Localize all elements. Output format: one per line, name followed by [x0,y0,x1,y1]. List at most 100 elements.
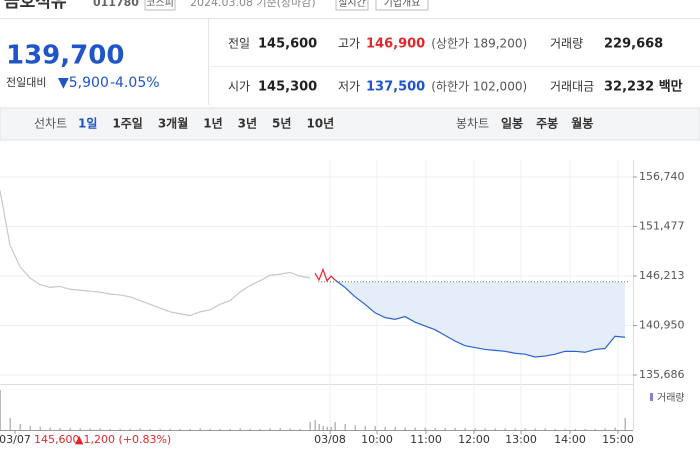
volume-bar [374,426,376,430]
y-tick-label: 146,213 [639,269,685,282]
volume-bar [199,428,201,430]
legend-swatch [650,393,653,401]
volume-bar [109,428,111,430]
stock-code: 011780 [93,0,139,9]
x-tick-label: 14:00 [554,433,586,446]
volume-bar [9,418,11,430]
toolbar-label: 봉차트 [456,117,489,131]
volume-bar [149,428,151,430]
x-tick-label: 10:00 [361,433,393,446]
volume-bar [364,426,366,430]
volume-bar [484,428,486,430]
x-tick-label: 13:00 [505,433,537,446]
y-tick-label: 151,477 [639,220,685,233]
volume-bar [524,428,526,430]
volume-bar [309,422,311,430]
price: 139,700 [6,41,124,71]
badge[interactable] [375,0,429,11]
volume-bar [354,425,356,430]
stat-label: 거래량 [550,37,583,51]
volume-bar [259,428,261,430]
period-tab[interactable]: 3년 [238,117,257,131]
price-line [334,279,626,358]
stock-name: 금호석유 [4,0,67,12]
y-tick-label: 140,950 [639,318,685,331]
volume-bar [330,426,332,430]
stat-note: (상한가 189,200) [431,37,527,51]
volume-bar [139,428,141,430]
period-tab[interactable]: 1년 [203,117,222,131]
volume-bar [179,428,181,430]
volume-bar [318,424,320,430]
volume-bar [69,428,71,430]
volume-bar [159,428,161,430]
volume-bar [322,426,324,430]
period-tab[interactable]: 5년 [272,117,291,131]
volume-bar [19,424,21,430]
volume-bar [344,424,346,430]
change: ▼5,900 [58,75,109,91]
volume-bar [209,428,211,430]
stat-note: (하한가 102,000) [431,80,527,94]
stat-label: 시가 [228,80,250,94]
company-button[interactable]: 기업개요 [384,0,421,9]
volume-bar [554,428,556,430]
y-tick-label: 156,740 [639,170,685,183]
x-tick-label: 12:00 [458,433,490,446]
volume-bar [79,428,81,430]
badge[interactable] [335,0,369,11]
volume-bar [169,428,171,430]
y-tick-label: 135,686 [639,368,685,381]
stat-label: 저가 [338,80,360,94]
footnote-price: 145,600 [34,433,80,446]
stat-label: 전일 [228,37,250,51]
period-tab[interactable]: 1일 [78,117,97,131]
volume-bar [474,428,476,430]
volume-bar [434,428,436,430]
period-tab[interactable]: 3개월 [158,116,188,131]
price-line [0,190,311,317]
volume-bar [514,428,516,430]
realtime-button[interactable]: 실시간 [338,0,366,9]
volume-bar [404,427,406,430]
volume-bar [624,418,626,430]
volume-bar [604,428,606,430]
stat-value: 32,232 백만 [604,79,683,95]
volume-bar [29,426,31,430]
period-tab[interactable]: 주봉 [536,117,558,131]
volume-bar [314,420,316,430]
x-tick-label: 11:00 [410,433,442,446]
x-tick-label: 03/08 [314,433,346,446]
volume-bar [59,428,61,430]
volume-bar [129,428,131,430]
period-tab[interactable]: 월봉 [571,116,593,131]
volume-bar [424,427,426,430]
footnote-change: ▲1,200 (+0.83%) [75,433,171,446]
volume-bar [444,428,446,430]
volume-bar [39,426,41,430]
volume-bar [0,390,1,430]
market: 코스피 [146,0,174,9]
volume-bar [464,428,466,430]
x-tick-label: 15:00 [602,433,634,446]
change-pct: -4.05% [110,75,160,91]
volume-bar [334,422,336,430]
period-tab[interactable]: 일봉 [501,117,523,131]
volume-bar [289,428,291,430]
period-tab[interactable]: 1주일 [112,117,142,131]
stat-label: 거래대금 [550,80,594,94]
volume-bar [564,428,566,430]
toolbar-bg [0,107,700,141]
volume-bar [239,428,241,430]
volume-bar [594,428,596,430]
x-tick-label: 03/07 [0,433,31,446]
volume-bar [299,428,301,430]
volume-bar [494,428,496,430]
change-label: 전일대비 [6,75,46,89]
period-tab[interactable]: 10년 [306,117,334,131]
volume-bar [504,428,506,430]
volume-bar [119,428,121,430]
volume-bar [269,428,271,430]
area [335,279,625,357]
volume-bar [326,426,328,430]
